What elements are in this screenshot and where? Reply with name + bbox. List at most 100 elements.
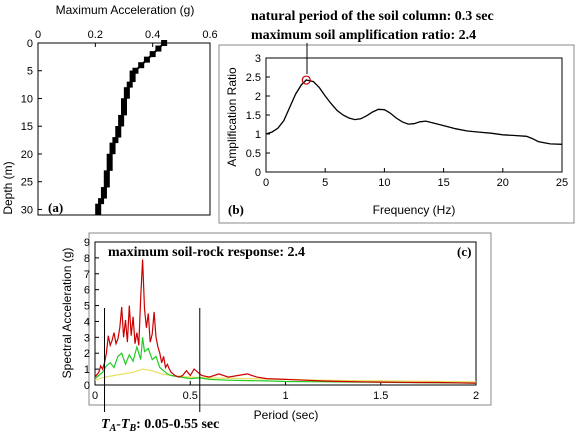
panel-b-series (265, 79, 563, 145)
y-tick-label: 1.5 (246, 110, 261, 122)
data-point-marker (106, 159, 113, 166)
x-tick-label: 1.5 (373, 390, 388, 402)
y-tick-label: 10 (21, 93, 33, 105)
x-tick-label: 15 (437, 177, 449, 189)
y-tick-label: 25 (21, 177, 33, 189)
panel-c-plot-frame (94, 241, 477, 386)
data-point-marker (103, 181, 110, 188)
ta-subscript: A (109, 423, 117, 434)
y-tick-label: 0.5 (246, 148, 261, 160)
data-point-marker (103, 170, 110, 177)
x-tick-label: 1 (282, 390, 288, 402)
y-tick-label: 0 (27, 38, 33, 50)
panel-b-y-ticks: 0 0.5 1 1.5 2 2.5 3 (246, 53, 270, 179)
panel-c-x-ticks: 0 0.5 1 1.5 2 (92, 381, 479, 402)
panel-a-x-axis-label: Maximum Acceleration (g) (56, 3, 195, 17)
data-point-marker (100, 187, 107, 194)
period-range-text: : 0.05-0.55 sec (136, 417, 219, 432)
panel-b-amplification: natural period of the soil column: 0.3 s… (218, 9, 575, 224)
y-tick-label: 7 (84, 269, 90, 281)
panel-a-x-ticks: 0 0.2 0.4 0.6 (35, 29, 218, 47)
panel-c-y-ticks: 0 1 2 3 4 5 6 7 8 9 (84, 237, 99, 392)
x-tick-label: 2 (473, 390, 479, 402)
data-point-marker (129, 70, 136, 77)
tb-subscript: B (128, 423, 136, 434)
y-tick-label: 8 (84, 253, 90, 265)
x-tick-label: 0 (263, 177, 269, 189)
x-tick-label: 0.4 (145, 29, 160, 41)
panel-c-x-axis-label: Period (sec) (254, 408, 319, 422)
data-point-marker (161, 40, 168, 46)
y-tick-label: 2 (255, 91, 261, 103)
ta-symbol: T (101, 417, 111, 432)
panel-b-x-axis-label: Frequency (Hz) (373, 203, 456, 217)
amplification-curve (265, 79, 563, 145)
panel-b-annotation-max-amplification: maximum soil amplification ratio: 2.4 (251, 28, 476, 43)
x-tick-label: 10 (378, 177, 390, 189)
y-tick-label: 1 (255, 129, 261, 141)
y-tick-label: 4 (84, 316, 90, 328)
x-tick-label: 25 (556, 177, 568, 189)
y-tick-label: 30 (21, 204, 33, 216)
data-point-marker (121, 103, 127, 110)
y-tick-label: 1 (84, 364, 90, 376)
panel-c-y-axis-label: Spectral Acceleration (g) (60, 248, 74, 379)
panel-a-y-ticks: 0 5 10 15 20 25 30 (21, 38, 42, 216)
panel-c-annotation-max-response: maximum soil-rock response: 2.4 (108, 245, 305, 260)
panel-c-vertical-markers (104, 308, 201, 412)
panel-c-response-spectra: maximum soil-rock response: 2.4 (c) Peri… (60, 232, 492, 434)
data-point-marker (109, 148, 116, 155)
data-point-marker (103, 175, 110, 182)
peak-circle (301, 75, 311, 85)
data-point-marker (118, 120, 125, 127)
y-tick-label: 0 (255, 167, 261, 179)
data-point-marker (112, 137, 119, 144)
data-point-marker (106, 164, 113, 171)
panel-b-peak-marker (301, 75, 311, 85)
data-point-marker (129, 76, 136, 83)
x-tick-label: 0 (35, 29, 41, 41)
panel-c-label: (c) (457, 244, 471, 259)
panel-a-plot-frame (37, 42, 211, 216)
data-point-marker (149, 51, 156, 58)
data-point-marker (106, 153, 113, 160)
panel-b-plot-frame (265, 57, 563, 173)
panel-a-depth-profile: Maximum Acceleration (g) Depth (m) (a) 0… (1, 3, 218, 216)
panel-b-label: (b) (228, 202, 244, 217)
y-tick-label: 20 (21, 149, 33, 161)
ta-tb-separator: - (116, 417, 121, 432)
data-point-marker (95, 203, 102, 210)
data-point-marker (109, 142, 116, 149)
y-tick-label: 15 (21, 121, 33, 133)
y-tick-label: 2 (84, 348, 90, 360)
x-tick-label: 20 (497, 177, 509, 189)
y-tick-label: 9 (84, 237, 90, 249)
y-tick-label: 3 (84, 332, 90, 344)
x-tick-label: 5 (322, 177, 328, 189)
data-point-marker (121, 98, 127, 105)
data-point-marker (100, 192, 107, 199)
data-point-marker (121, 109, 127, 116)
y-tick-label: 2.5 (246, 72, 261, 84)
y-tick-label: 6 (84, 285, 90, 297)
spectrum-curve (94, 259, 477, 384)
panel-b-y-axis-label: Amplification Ratio (225, 67, 239, 167)
data-point-marker (126, 81, 133, 88)
data-point-marker (115, 126, 122, 132)
data-point-marker (155, 45, 162, 52)
data-point-marker (115, 131, 122, 138)
panel-b-outer-border (218, 44, 575, 224)
x-tick-label: 0.5 (183, 390, 198, 402)
panel-a-series (95, 40, 168, 216)
panel-a-y-axis-label: Depth (m) (1, 161, 15, 214)
y-tick-label: 0 (84, 380, 90, 392)
panel-b-annotation-natural-period: natural period of the soil column: 0.3 s… (251, 9, 494, 24)
data-point-marker (118, 114, 125, 121)
data-point-marker (98, 198, 105, 205)
panel-c-period-range-label: TA-TB: 0.05-0.55 sec (101, 417, 219, 434)
x-tick-label: 0 (92, 390, 98, 402)
data-point-marker (138, 62, 145, 69)
data-point-marker (143, 56, 150, 63)
panel-c-series (94, 259, 477, 384)
